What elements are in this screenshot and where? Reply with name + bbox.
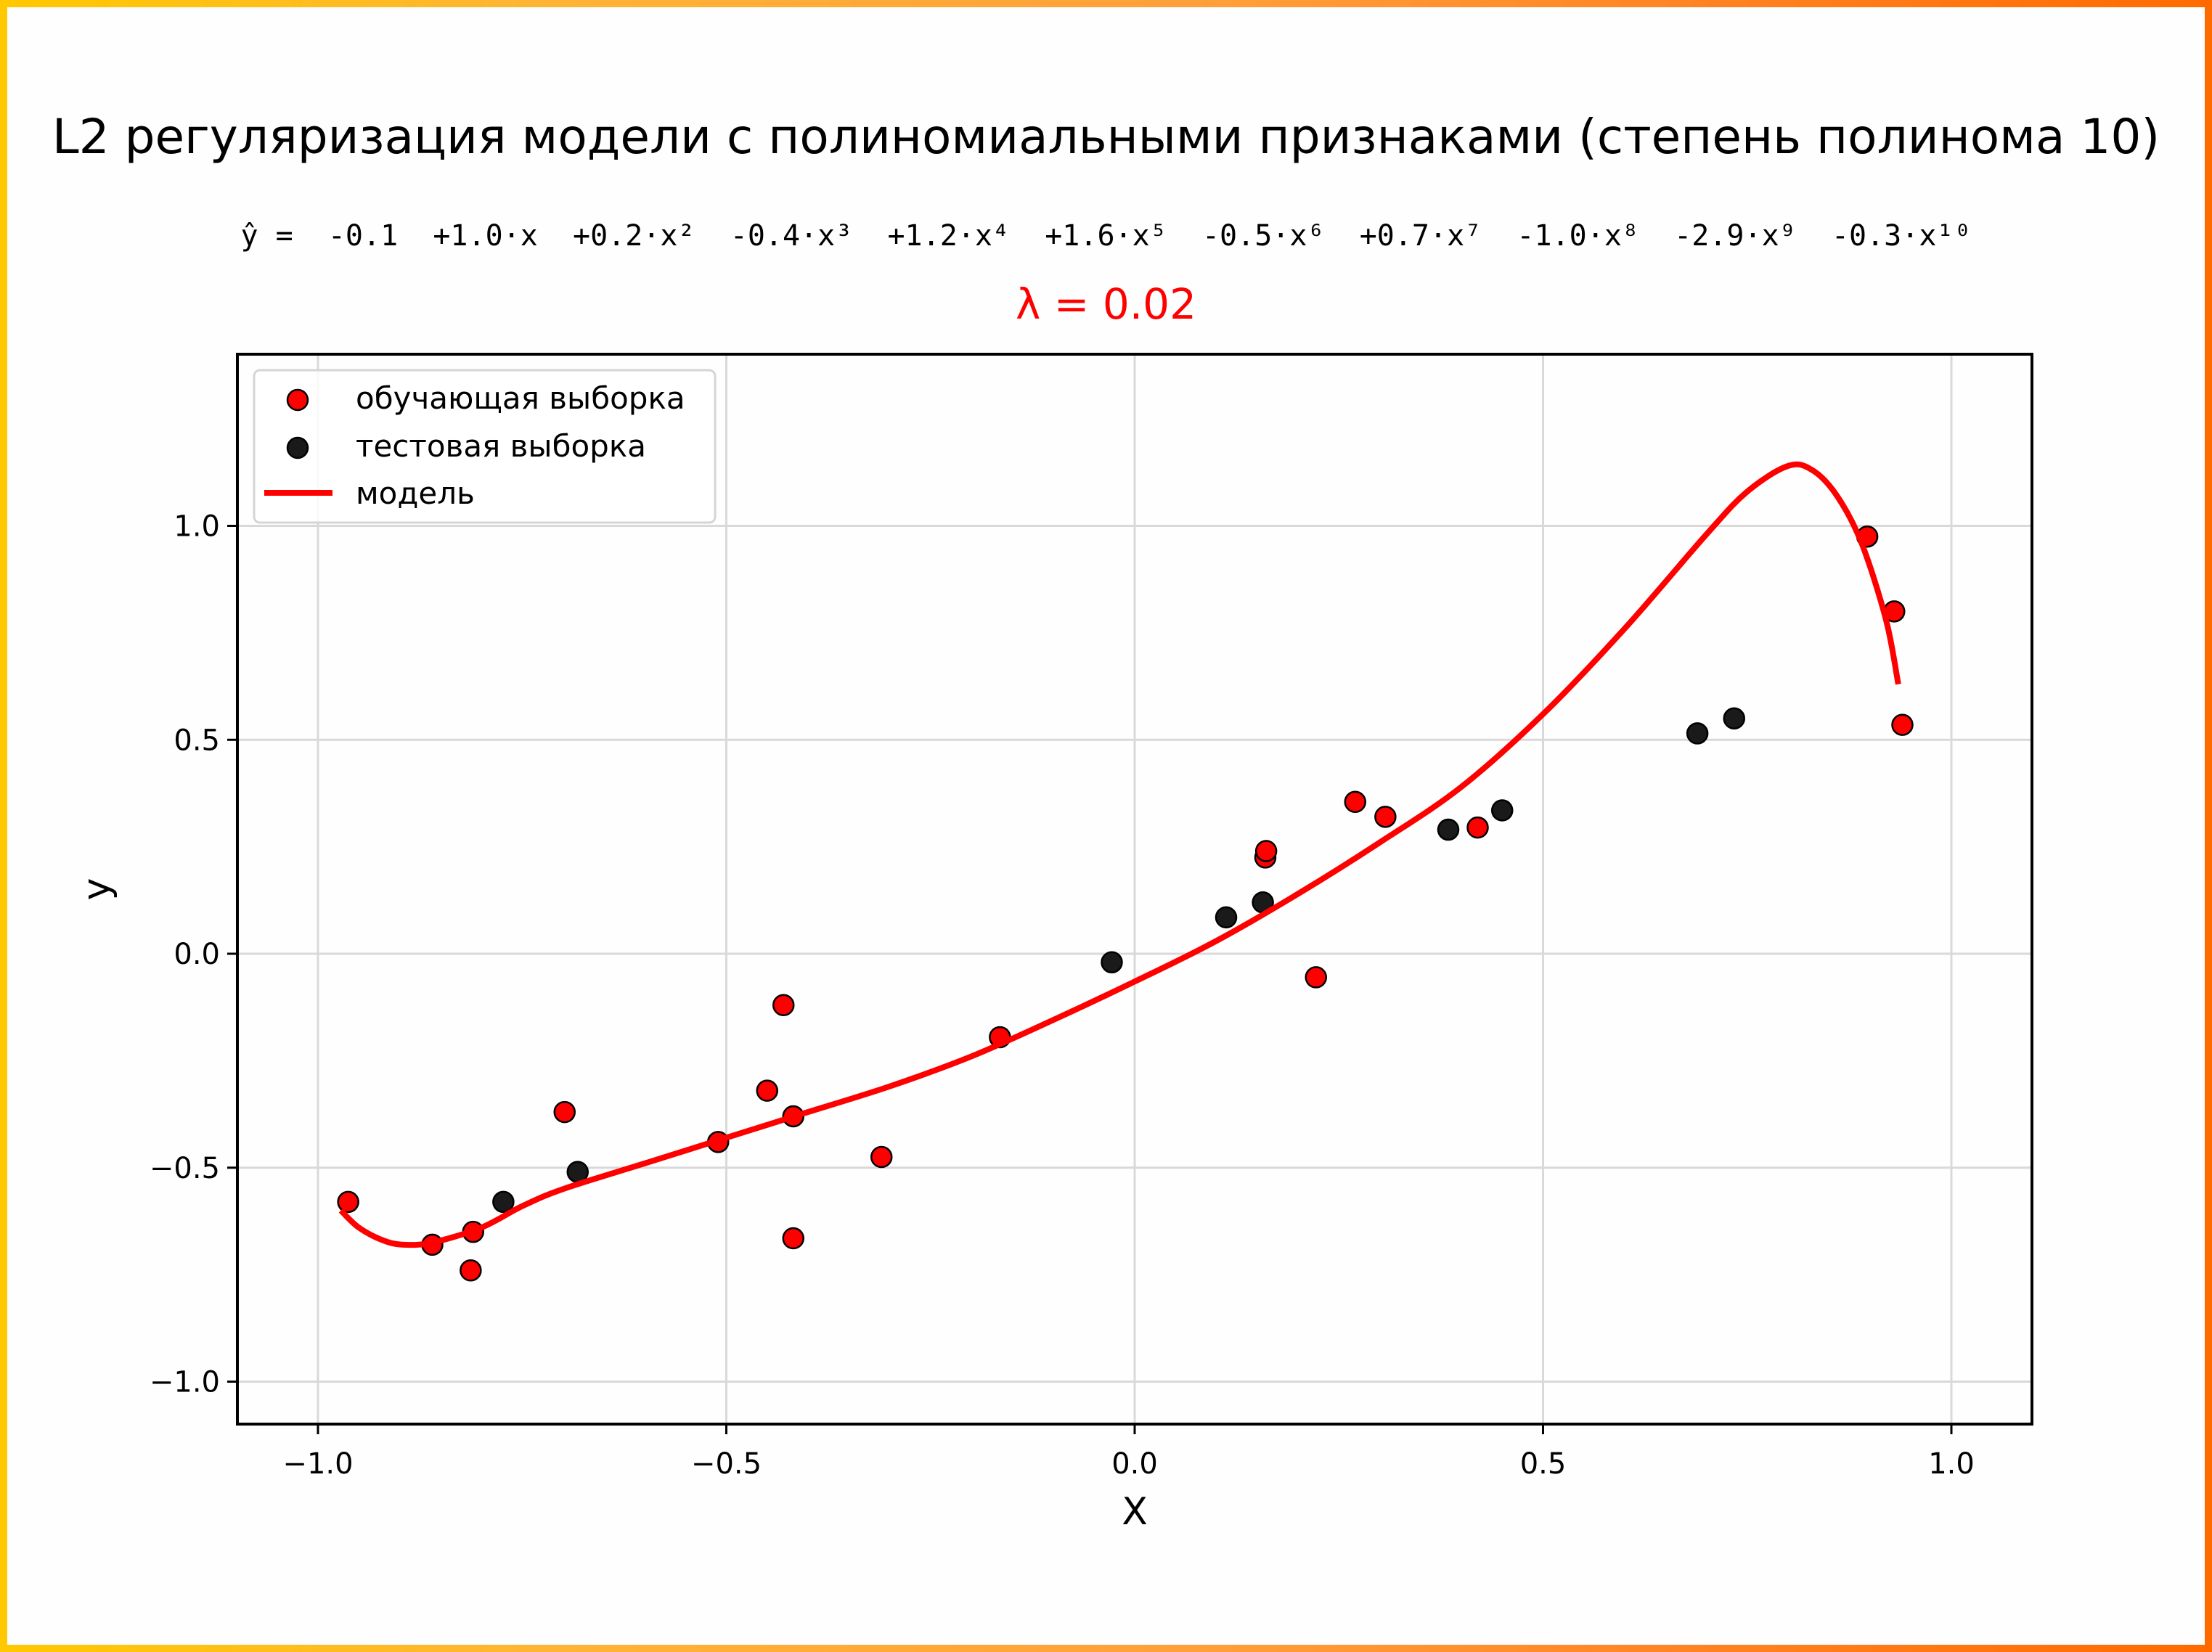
chart-title: L2 регуляризация модели с полиномиальным… xyxy=(52,109,2160,165)
legend: обучающая выборка тестовая выборка модел… xyxy=(253,369,717,524)
model-equation: ŷ = -0.1 +1.0·x +0.2·x² -0.4·x³ +1.2·x⁴ … xyxy=(240,219,1972,253)
test-point xyxy=(1686,722,1709,745)
model-curve-path xyxy=(338,461,1901,1248)
y-tick-label: 0.5 xyxy=(174,724,220,757)
legend-item-model: модель xyxy=(264,475,475,511)
train-point xyxy=(1466,816,1489,839)
train-point xyxy=(1891,713,1914,736)
test-point xyxy=(1437,818,1460,841)
y-tick-label: 1.0 xyxy=(174,510,220,544)
lambda-label: λ = 0.02 xyxy=(1016,279,1196,329)
x-tick-label: 0.0 xyxy=(1111,1447,1158,1481)
train-point xyxy=(460,1259,482,1282)
y-axis-label: y xyxy=(75,878,118,901)
test-point xyxy=(1491,799,1514,822)
train-point xyxy=(756,1079,778,1102)
train-point xyxy=(782,1227,804,1250)
figure-canvas xyxy=(7,7,2205,1645)
test-point xyxy=(1215,906,1238,929)
test-point xyxy=(1101,951,1123,974)
legend-train-marker-icon xyxy=(286,388,309,412)
legend-item-train: обучающая выборка xyxy=(286,380,685,416)
train-point xyxy=(1254,840,1278,862)
legend-box xyxy=(253,369,717,524)
legend-model-label: модель xyxy=(356,475,475,511)
x-tick-label: 1.0 xyxy=(1928,1447,1975,1481)
x-tick-label: −1.0 xyxy=(282,1447,353,1481)
grid-lines xyxy=(237,354,2032,1424)
train-point xyxy=(772,994,795,1016)
legend-train-label: обучающая выборка xyxy=(356,380,685,416)
y-tick-label: −0.5 xyxy=(150,1152,220,1185)
test-point xyxy=(492,1190,515,1214)
train-point xyxy=(1374,806,1397,828)
y-tick-label: 0.0 xyxy=(174,938,220,971)
x-axis-label: X xyxy=(1122,1490,1148,1534)
legend-item-test: тестовая выборка xyxy=(286,428,646,464)
data-points xyxy=(337,525,1914,1282)
model-curve xyxy=(338,461,1901,1248)
y-tick-label: −1.0 xyxy=(150,1366,220,1399)
train-point xyxy=(870,1145,893,1169)
train-point xyxy=(1305,966,1327,989)
x-tick-label: −0.5 xyxy=(691,1447,762,1481)
x-tick-label: 0.5 xyxy=(1520,1447,1567,1481)
legend-test-marker-icon xyxy=(286,436,309,459)
train-point xyxy=(553,1100,576,1124)
train-point xyxy=(1344,790,1366,813)
train-point xyxy=(337,1190,359,1214)
legend-test-label: тестовая выборка xyxy=(356,428,646,464)
axis-ticks: −1.0 −0.5 0.0 0.5 1.0 −1.0 −0.5 0.0 0.5 1.0 xyxy=(150,510,1975,1481)
test-point xyxy=(1723,707,1745,730)
